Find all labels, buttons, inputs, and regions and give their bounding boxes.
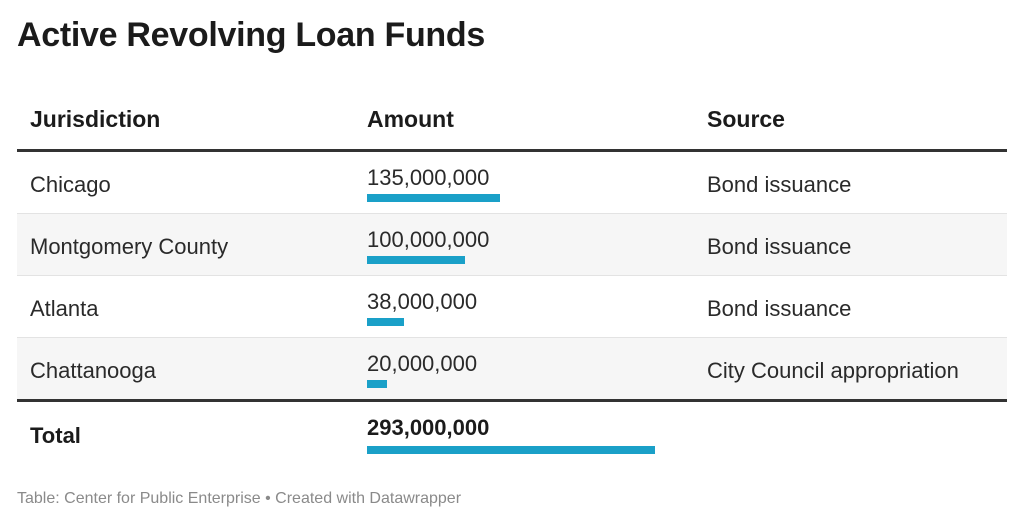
- jurisdiction-cell: Chicago: [30, 172, 111, 197]
- data-table: Jurisdiction Amount Source Chicago 135,00…: [17, 96, 1007, 464]
- source-cell: Bond issuance: [707, 172, 852, 197]
- header-jurisdiction[interactable]: Jurisdiction: [30, 106, 161, 132]
- amount-bar: [367, 256, 465, 264]
- source-footer: Table: Center for Public Enterprise • Cr…: [17, 490, 462, 507]
- page-title: Active Revolving Loan Funds: [17, 16, 485, 54]
- table-row: Chicago 135,000,000 Bond issuance: [17, 152, 1007, 214]
- table-row: Chattanooga 20,000,000 City Council approp…: [17, 338, 1007, 399]
- header-amount[interactable]: Amount: [367, 106, 454, 132]
- amount-bar: [367, 380, 387, 388]
- source-cell: Bond issuance: [707, 296, 852, 321]
- table-row: Atlanta 38,000,000 Bond issuance: [17, 276, 1007, 338]
- amount-cell: 100,000,000: [367, 227, 490, 252]
- header-source[interactable]: Source: [707, 106, 785, 132]
- total-amount-bar: [367, 446, 655, 454]
- table-row: Montgomery County 100,000,000 Bond issuanc…: [17, 214, 1007, 276]
- jurisdiction-cell: Montgomery County: [30, 234, 229, 259]
- amount-cell: 20,000,000: [367, 351, 478, 376]
- source-cell: Bond issuance: [707, 234, 852, 259]
- amount-bar: [367, 318, 404, 326]
- source-cell: City Council appropriation: [707, 358, 959, 383]
- total-label: Total: [30, 423, 81, 448]
- table-body: Chicago 135,000,000 Bond issuance Montgomer…: [17, 152, 1007, 399]
- table-header: Jurisdiction Amount Source: [17, 96, 1007, 152]
- jurisdiction-cell: Atlanta: [30, 296, 99, 321]
- amount-bar: [367, 194, 500, 202]
- jurisdiction-cell: Chattanooga: [30, 358, 156, 383]
- total-row: Total 293,000,000: [17, 399, 1007, 464]
- total-amount: 293,000,000: [367, 415, 490, 440]
- amount-cell: 38,000,000: [367, 289, 478, 314]
- amount-cell: 135,000,000: [367, 165, 490, 190]
